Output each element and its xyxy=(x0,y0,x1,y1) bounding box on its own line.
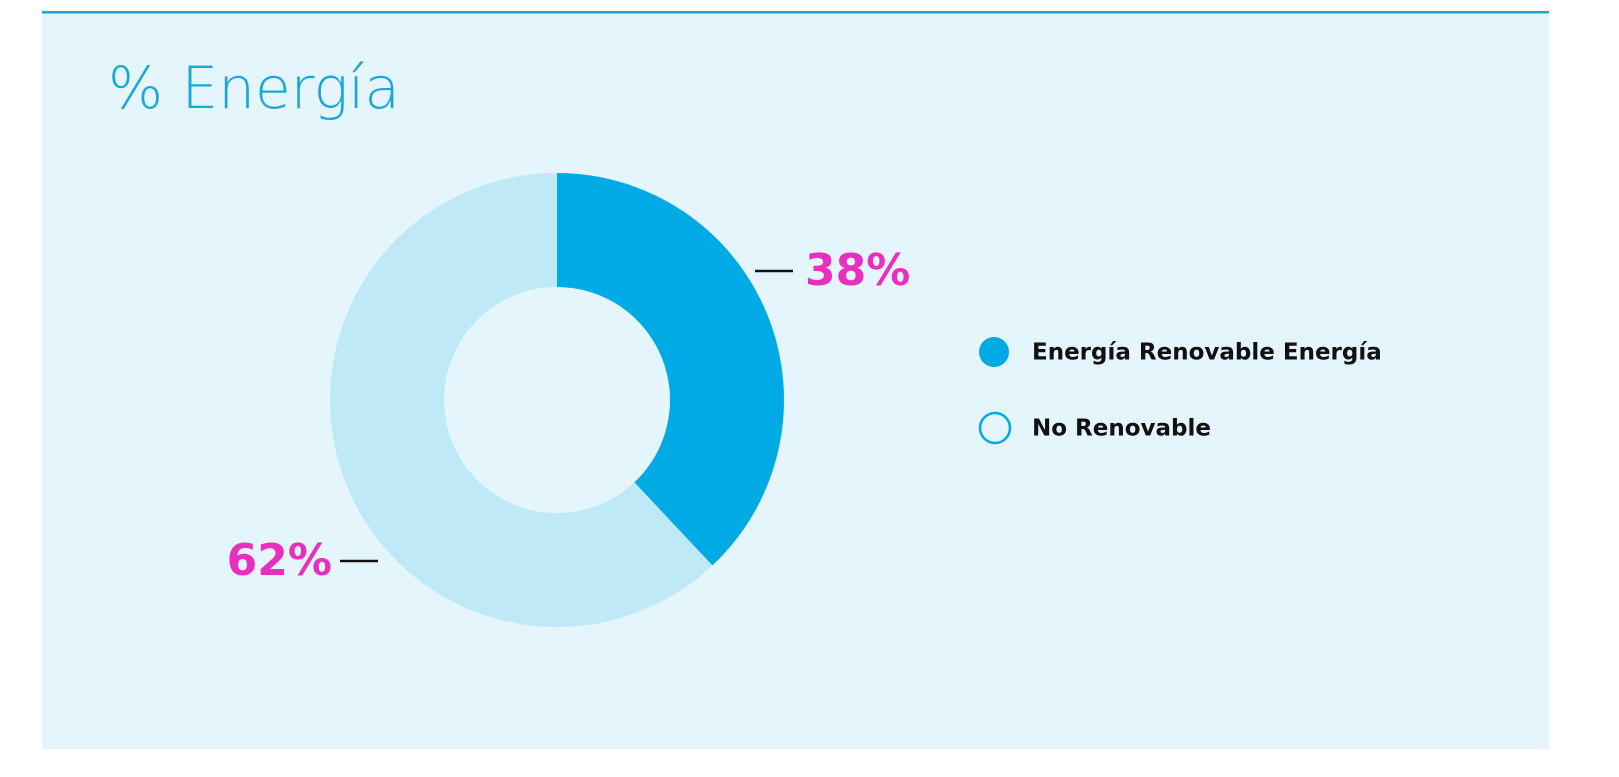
legend-swatch xyxy=(978,411,1012,445)
panel-top-border xyxy=(42,11,1549,14)
value-label: 62% xyxy=(227,535,332,586)
value-label: 38% xyxy=(805,245,910,296)
donut-slice xyxy=(557,173,784,566)
panel xyxy=(42,12,1549,749)
legend-label: No Renovable xyxy=(1032,416,1211,442)
legend-swatch xyxy=(979,337,1009,367)
donut-slice xyxy=(330,173,713,627)
legend-label: Energía Renovable Energía xyxy=(1032,340,1382,366)
chart-title: % Energía xyxy=(108,54,400,122)
